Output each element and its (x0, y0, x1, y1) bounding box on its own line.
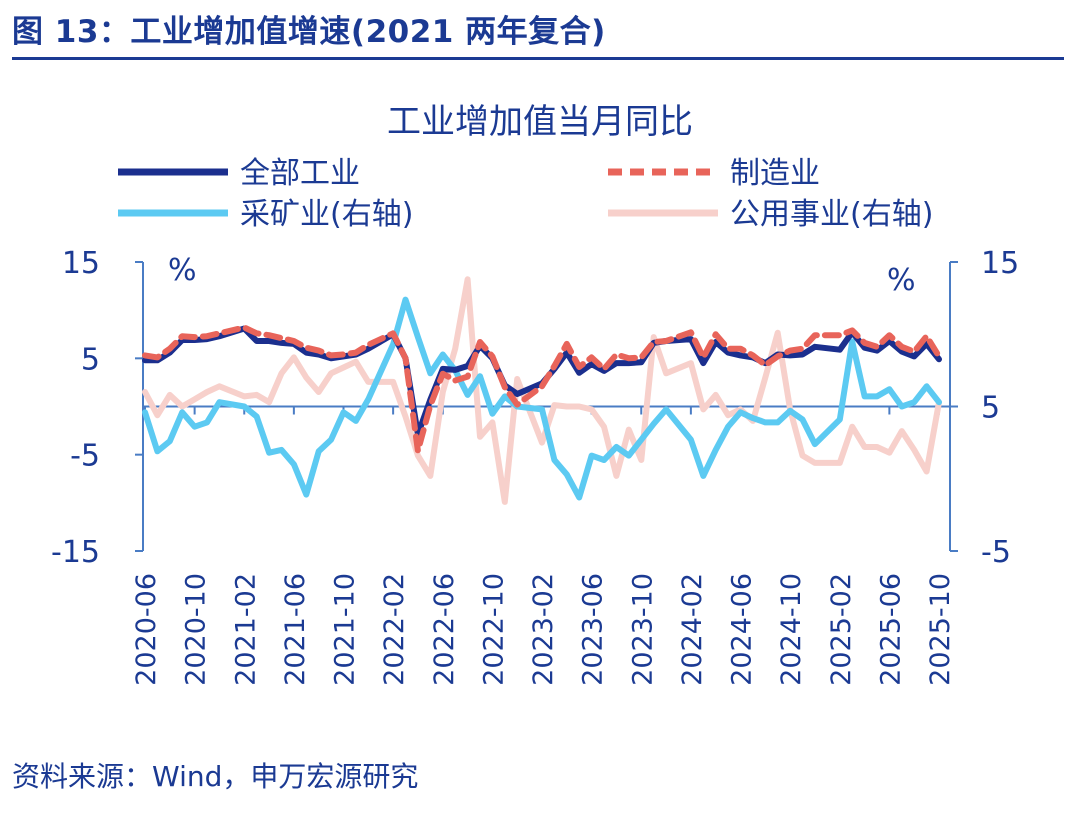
x-tick-label: 2022-10 (478, 573, 509, 686)
x-tick-label: 2025-06 (875, 573, 906, 686)
legend-item: 公用事业(右轴) (608, 197, 933, 232)
x-tick-label: 2024-02 (677, 573, 708, 686)
left-unit-label: % (168, 253, 197, 288)
legend-label: 全部工业 (240, 156, 360, 191)
legend-label: 公用事业(右轴) (730, 197, 933, 232)
x-tick-label: 2023-06 (578, 573, 609, 686)
figure-title: 图 13：工业增加值增速(2021 两年复合) (12, 14, 606, 50)
x-tick-label: 2025-10 (925, 573, 956, 686)
legend-label: 制造业 (730, 156, 820, 191)
x-tick-label: 2020-06 (131, 573, 162, 686)
source-note: 资料来源：Wind，申万宏源研究 (12, 760, 419, 793)
legend-label: 采矿业(右轴) (240, 197, 413, 232)
title-divider (12, 57, 1064, 60)
left-tick-label: 5 (81, 342, 100, 377)
series-line-utilities (142, 276, 942, 505)
chart-title: 工业增加值当月同比 (387, 102, 693, 142)
x-tick-label: 2021-06 (280, 573, 311, 686)
x-tick-label: 2024-10 (776, 573, 807, 686)
x-tick-label: 2021-02 (230, 573, 261, 686)
x-axis-labels: 2020-06 2020-10 2021-02 2021-06 2021-10 2022-… (131, 573, 956, 686)
x-tick-label: 2022-06 (429, 573, 460, 686)
axes: 15 5 -5 -15 15 5 -5%% (51, 246, 1019, 570)
x-tick-label: 2025-02 (826, 573, 857, 686)
legend-item: 制造业 (608, 156, 820, 191)
x-tick-label: 2023-02 (528, 573, 559, 686)
right-tick-label: 15 (981, 246, 1019, 281)
x-tick-label: 2021-10 (330, 573, 361, 686)
x-tick-label: 2024-06 (727, 573, 758, 686)
x-tick-label: 2020-10 (181, 573, 212, 686)
x-tick-label: 2022-02 (379, 573, 410, 686)
right-unit-label: % (887, 263, 916, 298)
left-tick-label: -15 (51, 535, 100, 570)
legend-item: 采矿业(右轴) (118, 197, 413, 232)
right-tick-label: 5 (981, 391, 1000, 426)
left-tick-label: -5 (70, 439, 100, 474)
left-tick-label: 15 (62, 246, 100, 281)
series-line-mining (142, 296, 942, 501)
x-tick-label: 2023-10 (627, 573, 658, 686)
right-tick-label: -5 (981, 535, 1011, 570)
series-lines (142, 276, 942, 505)
legend-item: 全部工业 (118, 156, 360, 191)
series-line-manufacturing (142, 324, 942, 454)
